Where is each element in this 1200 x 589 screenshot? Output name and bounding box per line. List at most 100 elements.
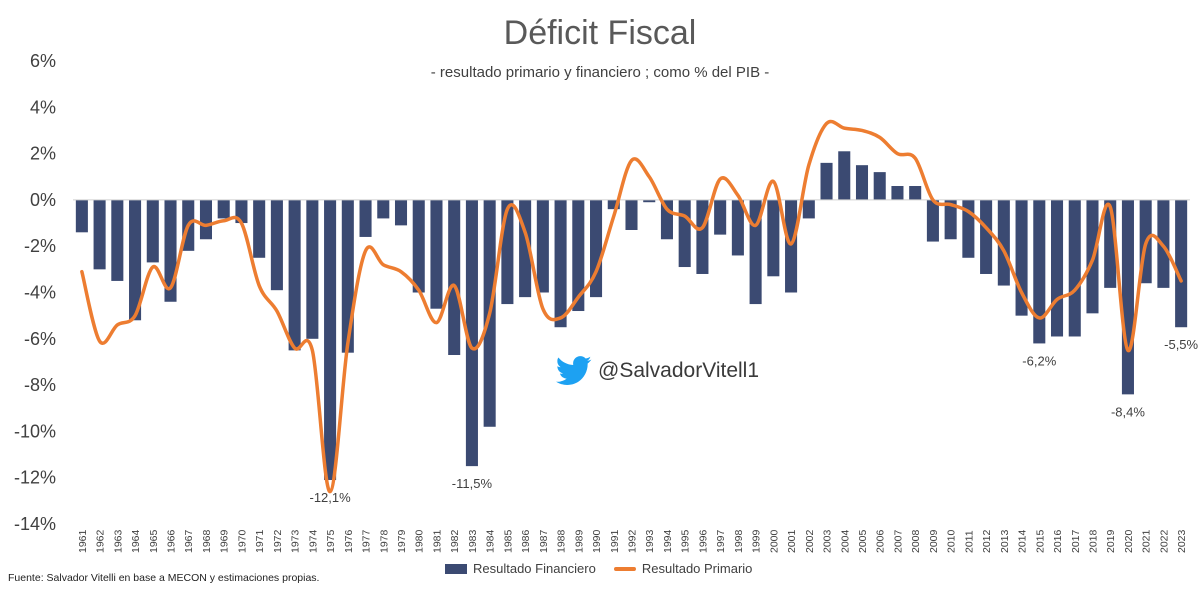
x-tick-label: 1972 [272,529,284,553]
bar-1985 [501,199,514,305]
bar-1977 [359,199,372,237]
x-tick-label: 1985 [502,529,514,553]
x-tick-label: 1996 [697,529,709,553]
x-tick-label: 1961 [77,529,89,553]
y-tick-label: -6% [24,329,56,349]
y-tick-label: 4% [30,97,56,117]
bar-2016 [1050,199,1064,337]
bar-1997 [714,199,727,235]
twitter-handle-text: @SalvadorVitell1 [598,359,760,382]
x-tick-label: 2022 [1158,529,1170,553]
x-tick-label: 1983 [467,529,479,553]
x-tick-label: 1998 [733,529,745,553]
x-tick-label: 1967 [183,529,195,553]
data-label-2020: -8,4% [1111,404,1145,419]
bar-1983 [465,199,478,467]
legend-swatch-bar [445,563,467,574]
x-tick-label: 2021 [1141,529,1153,553]
bar-1993 [643,199,656,203]
bar-1988 [554,199,567,328]
x-tick-label: 2011 [963,530,975,553]
bar-1975 [324,199,337,481]
x-tick-label: 1994 [662,529,674,553]
x-tick-label: 2004 [839,529,851,553]
bar-1978 [377,199,390,219]
x-tick-label: 1977 [361,529,373,553]
x-tick-label: 1986 [520,529,532,553]
legend-item-resultado-primario: Resultado Primario [613,561,753,576]
x-tick-label: 1981 [431,529,443,553]
bar-2004 [838,151,851,200]
bar-1979 [394,199,408,226]
x-tick-label: 2008 [910,529,922,553]
bar-2020 [1121,199,1134,395]
x-tick-label: 1995 [680,529,692,553]
twitter-handle: @SalvadorVitell1 [556,356,759,386]
x-tick-label: 1984 [485,529,497,553]
x-tick-label: 1978 [378,529,390,553]
bar-1995 [678,199,691,268]
bar-2023 [1175,199,1188,328]
bar-2009 [926,199,939,242]
bar-2013 [997,199,1010,286]
y-tick-label: -10% [14,421,56,441]
y-tick-label: -12% [14,468,56,488]
x-tick-label: 1988 [556,529,568,553]
x-tick-label: 2018 [1087,529,1099,553]
bar-1990 [590,199,603,298]
data-label-2015: -6,2% [1022,353,1056,368]
x-tick-label: 1979 [396,529,408,553]
chart-legend: Resultado Financiero Resultado Primario [445,561,770,576]
y-tick-label: 6% [30,51,56,71]
bar-1964 [129,199,142,321]
x-tick-label: 1964 [130,529,142,553]
bar-1981 [430,199,443,309]
legend-item-resultado-financiero: Resultado Financiero [445,561,596,576]
x-tick-label: 2019 [1105,529,1117,553]
legend-label-primario: Resultado Primario [641,561,753,576]
x-tick-label: 2023 [1176,529,1188,553]
bar-1962 [93,199,106,270]
x-tick-label: 2009 [928,529,940,553]
bar-1991 [607,199,620,210]
legend-swatch-line [613,566,636,571]
x-tick-label: 2000 [768,529,780,553]
legend-label-financiero: Resultado Financiero [473,561,596,576]
x-tick-label: 2013 [999,529,1011,553]
y-tick-label: -8% [24,375,56,395]
y-tick-label: -4% [24,283,56,303]
bar-1980 [412,199,425,293]
twitter-bird-icon [556,356,592,385]
data-label-2023: -5,5% [1164,337,1198,352]
bar-1971 [253,199,266,258]
bar-2012 [980,199,993,274]
series-line-resultado-primario [80,119,1183,494]
bar-1982 [448,199,461,356]
x-tick-label: 1987 [538,529,550,553]
x-tick-label: 2020 [1123,529,1135,553]
bar-2005 [855,165,869,200]
x-tick-label: 2001 [786,529,798,553]
x-tick-label: 2006 [875,529,887,553]
data-label-1975: -12,1% [309,490,351,505]
bar-1968 [199,199,213,240]
bar-1973 [288,199,301,351]
x-tick-label: 2003 [822,529,834,553]
x-tick-label: 2007 [892,529,904,553]
x-tick-label: 2005 [857,529,869,553]
bar-2007 [891,186,904,200]
x-tick-label: 1974 [307,529,319,553]
x-tick-label: 1965 [148,529,160,553]
x-tick-label: 2015 [1034,529,1046,553]
x-tick-label: 1968 [201,529,213,553]
x-tick-label: 1973 [290,529,302,553]
x-tick-label: 1997 [715,529,727,553]
bar-2015 [1033,199,1046,344]
source-note: Fuente: Salvador Vitelli en base a MECON… [8,572,320,584]
bar-1961 [75,199,88,233]
chart-subtitle: - resultado primario y financiero ; como… [430,64,770,81]
x-tick-label: 1991 [609,529,621,553]
bar-1965 [146,199,159,263]
x-tick-label: 1969 [219,529,231,553]
